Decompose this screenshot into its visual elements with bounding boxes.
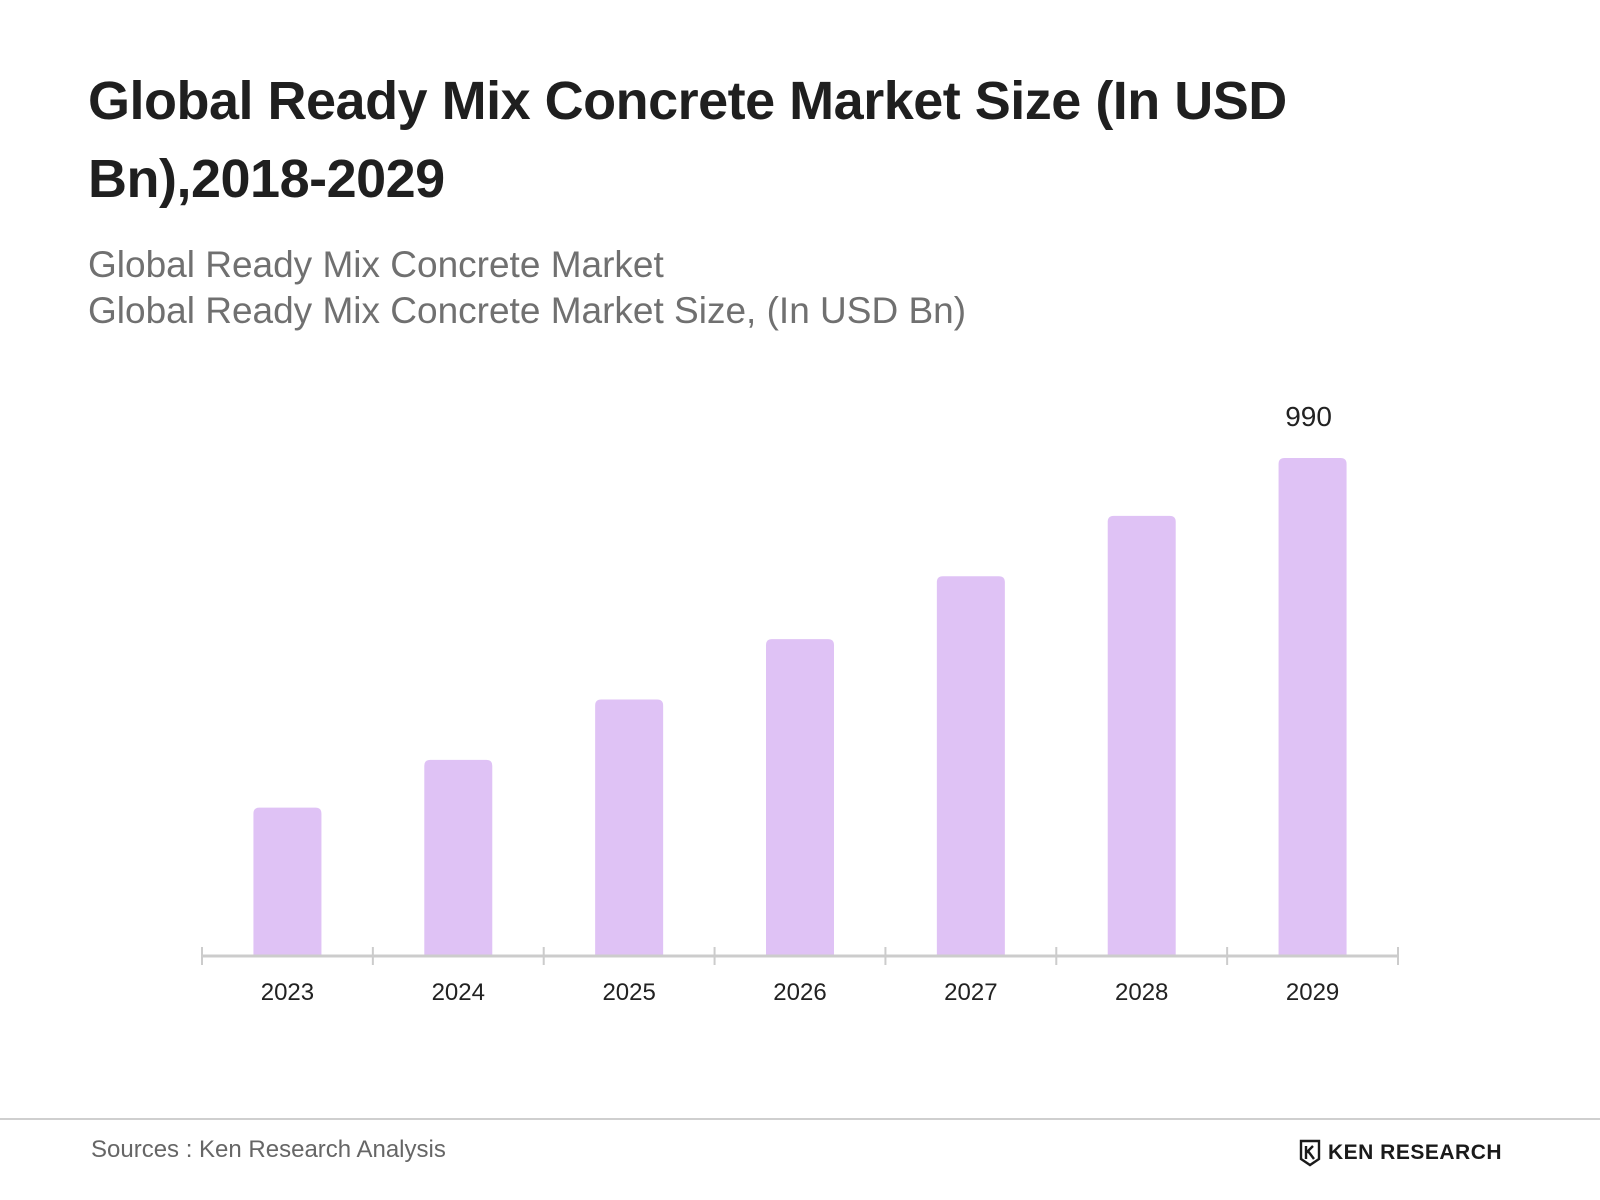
bar-chart: 2023 2024 2025 2026 2027 2028 2029 990 [201, 401, 1399, 1006]
subtitle-market-name: Global Ready Mix Concrete Market [88, 244, 664, 285]
bar-2023 [253, 807, 322, 956]
x-tick-label: 2024 [432, 979, 485, 1006]
source-note: Sources : Ken Research Analysis [91, 1136, 446, 1163]
subtitle-metric: Global Ready Mix Concrete Market Size, (… [88, 290, 967, 331]
x-tick-label: 2026 [773, 979, 826, 1006]
bar-2029 [1278, 458, 1347, 956]
data-label: 990 [1285, 401, 1332, 432]
x-tick-label: 2028 [1115, 979, 1168, 1006]
x-tick-label: 2029 [1286, 979, 1339, 1006]
bar-2024 [424, 759, 493, 956]
x-tick-label: 2027 [944, 979, 997, 1006]
ken-research-logo-icon [1299, 1139, 1321, 1167]
bar-2025 [595, 699, 664, 956]
bar-2026 [766, 639, 834, 956]
x-tick-label: 2023 [261, 979, 314, 1006]
bar-2027 [936, 576, 1005, 956]
x-tick-label: 2025 [602, 979, 655, 1006]
chart-subtitle: Global Ready Mix Concrete Market Global … [88, 242, 1388, 334]
bar-2028 [1107, 515, 1176, 956]
logo-text: KEN RESEARCH [1328, 1141, 1503, 1164]
ken-research-logo: KEN RESEARCH [1298, 1136, 1502, 1170]
footer-divider [0, 1118, 1600, 1120]
chart-title: Global Ready Mix Concrete Market Size (I… [88, 71, 1287, 209]
